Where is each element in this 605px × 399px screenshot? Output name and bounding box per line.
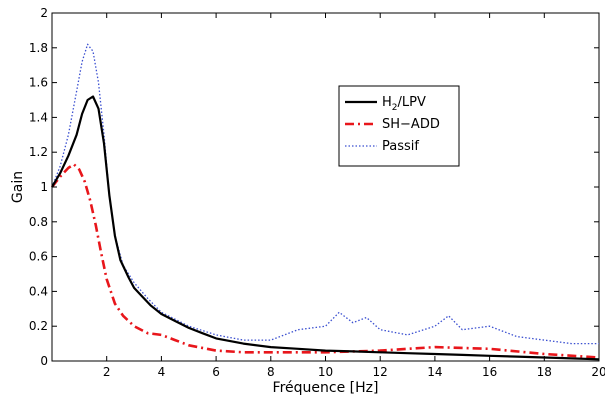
x-tick-label: 16 <box>482 365 497 379</box>
x-axis-label: Fréquence [Hz] <box>273 380 379 396</box>
x-tick-label: 10 <box>318 365 333 379</box>
series-line-sh-add <box>50 163 600 359</box>
x-tick-label: 6 <box>212 365 220 379</box>
y-axis-label: Gain <box>10 171 26 203</box>
legend-label: H2/LPV <box>382 95 426 113</box>
y-tick-label: 0 <box>40 354 48 368</box>
x-tick-label: 2 <box>103 365 111 379</box>
y-tick-label: 0.8 <box>29 215 48 229</box>
plot-area <box>51 12 600 362</box>
y-tick-label: 0.6 <box>29 250 48 264</box>
y-tick-label: 1.4 <box>29 110 48 124</box>
y-tick-label: 1.8 <box>29 41 48 55</box>
x-tick-label: 8 <box>267 365 275 379</box>
x-tick-label: 20 <box>591 365 605 379</box>
y-tick-label: 0.2 <box>29 319 48 333</box>
x-tick-label: 14 <box>427 365 442 379</box>
x-tick-label: 12 <box>373 365 388 379</box>
legend: H2/LPV SH−ADD Passif <box>338 85 460 167</box>
y-tick-label: 1 <box>40 180 48 194</box>
y-tick-label: 1.6 <box>29 76 48 90</box>
x-tick-label: 18 <box>537 365 552 379</box>
legend-label: Passif <box>382 139 419 154</box>
axes-layer: 2 4 6 8 10 12 14 16 18 20 0 0.2 0.4 0.6 0.8 1 1.2 1.4 1.6 1… <box>29 6 605 379</box>
legend-box <box>338 85 460 167</box>
plot-frame <box>51 12 600 362</box>
x-tick-label: 4 <box>158 365 166 379</box>
y-tick-label: 1.2 <box>29 145 48 159</box>
legend-label: SH−ADD <box>382 117 440 132</box>
y-tick-label: 2 <box>40 6 48 20</box>
series-layer <box>50 43 600 361</box>
y-tick-label: 0.4 <box>29 284 48 298</box>
series-line-h2-lpv <box>51 95 600 361</box>
